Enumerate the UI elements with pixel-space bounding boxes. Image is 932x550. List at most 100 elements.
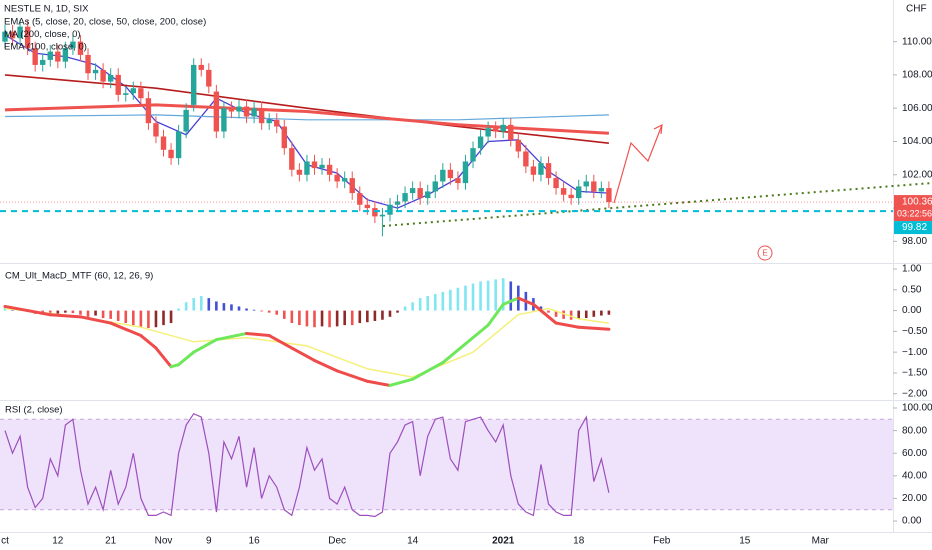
candle-body <box>228 108 235 112</box>
histogram-bar <box>230 304 233 311</box>
histogram-bar <box>260 310 263 312</box>
candle-body <box>334 174 340 182</box>
y-tick-label: 108.00 <box>902 70 932 81</box>
histogram-bar <box>464 285 467 311</box>
y-tick-label: 0.50 <box>902 284 922 295</box>
candle-body <box>319 164 325 169</box>
forecast-path <box>613 124 663 204</box>
x-tick-label: Nov <box>155 536 173 547</box>
x-tick-label: 12 <box>52 536 64 547</box>
candle-body <box>47 51 53 60</box>
histogram-bar <box>86 310 90 317</box>
candle-body <box>266 119 272 124</box>
x-tick-label: Feb <box>653 536 671 547</box>
candle-body <box>153 123 159 137</box>
rsi-line <box>4 412 610 518</box>
candle-body <box>394 201 401 205</box>
histogram-bar <box>56 310 60 314</box>
candle-body <box>523 151 529 167</box>
candle-body <box>508 124 514 140</box>
candle-body <box>191 64 197 105</box>
x-tick-label: Mar <box>812 536 830 547</box>
histogram-bar <box>441 291 445 311</box>
candle-body <box>349 178 355 194</box>
candle-body <box>583 181 589 187</box>
histogram-bar <box>592 310 596 317</box>
y-tick-label: 40.00 <box>902 470 927 481</box>
histogram-bar <box>411 302 414 311</box>
trend-line <box>382 182 932 227</box>
y-tick-label: 80.00 <box>902 425 927 436</box>
candle-body <box>17 26 23 39</box>
histogram-bar <box>64 310 67 313</box>
histogram-bar <box>607 310 611 315</box>
candle-body <box>500 124 506 132</box>
macd-segment <box>411 361 445 381</box>
x-tick-label: 15 <box>739 536 751 547</box>
histogram-bar <box>396 310 399 313</box>
histogram-bar <box>335 310 339 327</box>
candle-body <box>560 188 567 195</box>
candle-body <box>432 181 438 192</box>
candle-body <box>455 178 461 184</box>
histogram-bar <box>109 310 112 319</box>
histogram-bar <box>562 310 565 319</box>
histogram-bar <box>101 310 105 319</box>
candle-body <box>24 26 31 49</box>
forecast-arrowhead <box>653 123 663 135</box>
x-tick-label: ct <box>1 536 9 547</box>
histogram-bar <box>388 310 392 317</box>
macd-segment <box>335 369 369 383</box>
histogram-bar <box>343 310 346 326</box>
y-tick-label: 0.00 <box>902 516 922 527</box>
candle-body <box>402 193 408 202</box>
histogram-bar <box>184 302 188 311</box>
legend-entry: MA (200, close, 0) <box>4 29 81 40</box>
macd-segment <box>577 325 611 331</box>
candle-body <box>341 178 348 182</box>
histogram-bar <box>547 310 550 313</box>
candle-body <box>598 188 605 192</box>
rsi-title: RSI (2, close) <box>5 405 63 416</box>
candle-body <box>553 178 559 189</box>
candle-body <box>296 169 303 175</box>
candle-body <box>9 31 16 39</box>
plot: ct 12 21 Nov 9 16 Dec 14 2021 18 Feb 15 Mar 98.00 100.… <box>0 19 932 547</box>
histogram-bar <box>313 310 316 328</box>
candle-body <box>372 208 378 217</box>
candle-body <box>32 48 38 65</box>
candle-body <box>221 108 227 132</box>
x-tick-label: 2021 <box>492 536 515 547</box>
currency: CHF <box>906 4 927 15</box>
candle-body <box>243 106 250 117</box>
x-tick-label: 16 <box>249 536 261 547</box>
candle-body <box>160 136 167 150</box>
macd-segment <box>214 331 249 342</box>
candle-body <box>77 41 84 55</box>
histogram-bar <box>403 306 407 311</box>
candle-body <box>274 119 280 127</box>
histogram-bar <box>124 310 128 324</box>
earnings-label: E <box>762 249 767 258</box>
y-tick-label: −2.00 <box>902 388 928 399</box>
macd-segment <box>441 336 475 365</box>
x-tick-label: 18 <box>573 536 585 547</box>
macd-segment <box>192 338 218 354</box>
histogram-bar <box>116 310 120 321</box>
price-line-box <box>894 221 932 235</box>
x-tick-label: 9 <box>206 536 212 547</box>
histogram-bar <box>426 296 430 311</box>
macd-segment <box>312 358 339 373</box>
macd-segment <box>267 334 294 350</box>
histogram-bar <box>320 310 324 327</box>
candle-body <box>417 188 423 199</box>
histogram-bar <box>222 303 226 311</box>
candle-body <box>85 54 91 74</box>
candle-body <box>545 163 552 179</box>
candle-body <box>304 161 310 175</box>
candle-body <box>92 69 99 74</box>
histogram-bar <box>501 278 505 311</box>
histogram-bar <box>199 296 203 311</box>
candle-body <box>183 109 189 132</box>
